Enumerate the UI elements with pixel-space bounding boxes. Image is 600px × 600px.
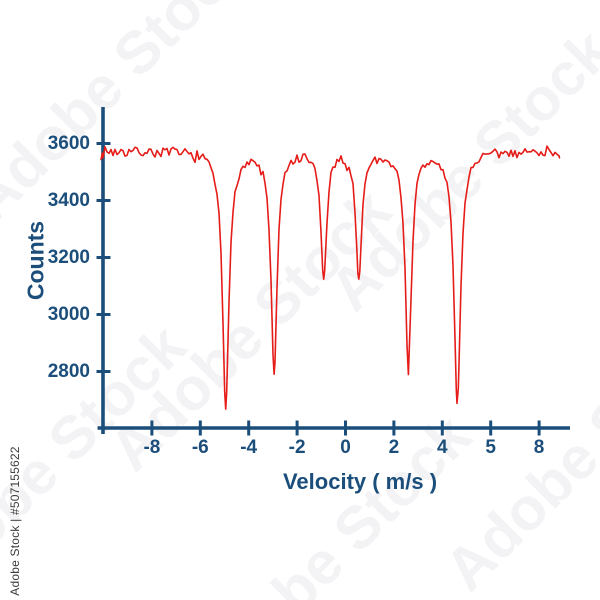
axis-ticks xyxy=(96,142,541,436)
spectrum-line xyxy=(100,145,561,410)
stock-id-watermark: Adobe Stock | #507155622 xyxy=(8,446,22,596)
